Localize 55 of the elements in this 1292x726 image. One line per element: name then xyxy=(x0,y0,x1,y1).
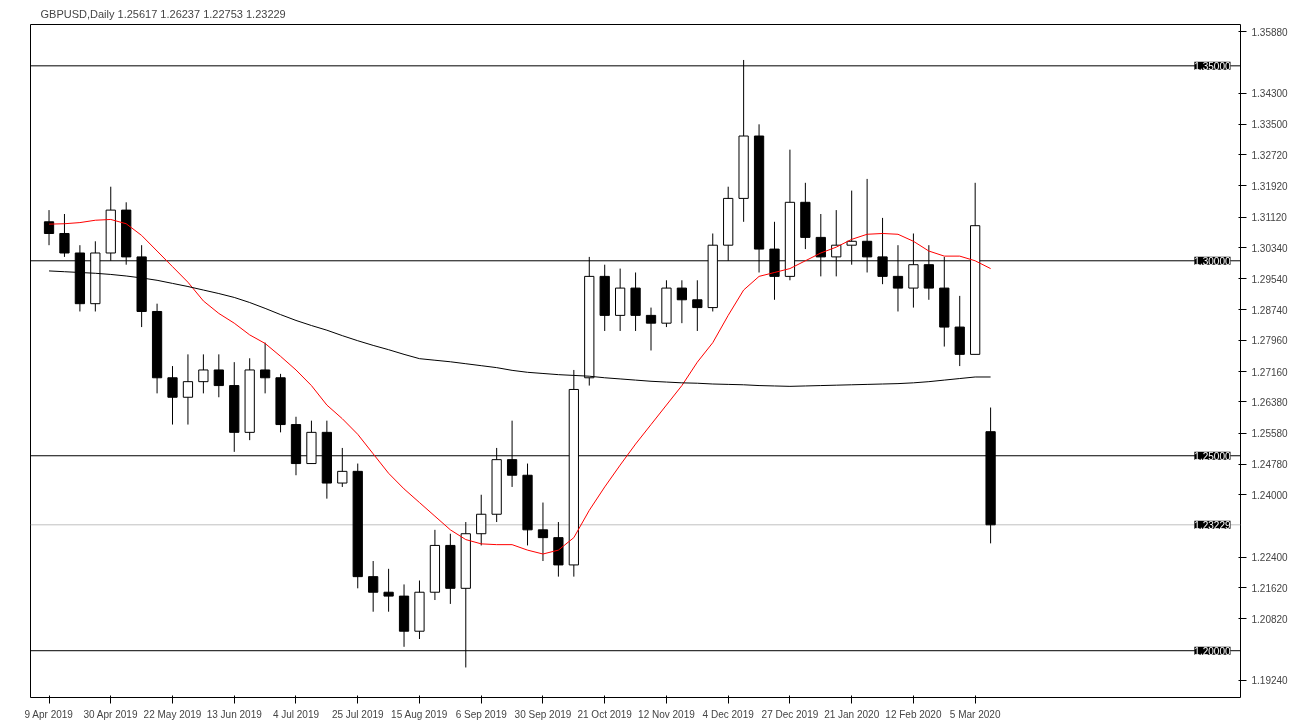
y-tick-label: 1.19240 xyxy=(1251,675,1289,687)
y-tick-label: 1.28740 xyxy=(1251,304,1289,316)
candlestick xyxy=(167,365,178,426)
y-tick-label: 1.35880 xyxy=(1251,26,1289,38)
y-tick-label: 1.22400 xyxy=(1251,552,1289,564)
y-tick-label: 1.31120 xyxy=(1251,212,1288,224)
y-tick-label: 1.21620 xyxy=(1251,582,1289,594)
x-tick-label: 27 Dec 2019 xyxy=(761,708,819,720)
x-tick-label: 12 Nov 2019 xyxy=(638,708,696,720)
candlestick xyxy=(43,209,55,246)
y-tick-label: 1.24000 xyxy=(1251,489,1289,501)
x-tick-label: 4 Jul 2019 xyxy=(272,708,320,720)
x-tick-label: 12 Feb 2020 xyxy=(885,708,942,720)
candlestick xyxy=(198,353,209,394)
candlestick xyxy=(645,307,657,351)
y-tick-label: 1.30340 xyxy=(1251,242,1289,254)
candlestick xyxy=(368,560,379,613)
candlestick xyxy=(476,494,487,546)
candlestick xyxy=(383,568,394,613)
x-tick-label: 4 Dec 2019 xyxy=(702,708,755,720)
candlestick xyxy=(213,353,224,398)
x-tick-label: 9 Apr 2019 xyxy=(24,708,74,720)
y-tick-label: 1.27160 xyxy=(1251,366,1289,378)
chart-title: GBPUSD,Daily 1.25617 1.26237 1.22753 1.23229 xyxy=(40,7,286,20)
candlestick xyxy=(259,342,271,394)
y-tick-label: 1.26380 xyxy=(1251,396,1289,408)
candlestick xyxy=(676,279,688,324)
ref-line-label: 1.35000 xyxy=(1194,60,1231,72)
x-tick-label: 25 Jul 2019 xyxy=(331,708,385,720)
y-tick-label: 1.25580 xyxy=(1251,428,1289,440)
x-tick-label: 21 Oct 2019 xyxy=(577,708,633,720)
x-tick-label: 30 Sep 2019 xyxy=(514,708,572,720)
ref-line-label: 1.20000 xyxy=(1194,645,1231,657)
y-tick-label: 1.29540 xyxy=(1251,273,1289,285)
x-tick-label: 15 Aug 2019 xyxy=(391,708,448,720)
y-tick-label: 1.20820 xyxy=(1251,613,1289,625)
x-tick-label: 6 Sep 2019 xyxy=(455,708,508,720)
candlestick xyxy=(537,502,549,562)
y-tick-label: 1.34300 xyxy=(1251,88,1289,100)
candlestick xyxy=(692,279,703,332)
candlestick xyxy=(59,213,70,258)
x-tick-label: 5 Mar 2020 xyxy=(949,708,1001,720)
ref-line-label: 1.25000 xyxy=(1194,450,1231,462)
ref-line-label: 1.23229 xyxy=(1194,519,1231,531)
y-tick-label: 1.31920 xyxy=(1251,180,1289,192)
x-tick-label: 21 Jan 2020 xyxy=(824,708,880,720)
x-tick-label: 22 May 2019 xyxy=(143,708,202,720)
x-tick-label: 13 Jun 2019 xyxy=(206,708,263,720)
x-tick-label: 30 Apr 2019 xyxy=(83,708,138,720)
y-tick-label: 1.32720 xyxy=(1251,149,1289,161)
y-tick-label: 1.27960 xyxy=(1251,335,1289,347)
ref-line-label: 1.30000 xyxy=(1194,255,1231,267)
y-tick-label: 1.24780 xyxy=(1251,459,1289,471)
y-tick-label: 1.33500 xyxy=(1251,119,1289,131)
candlestick xyxy=(182,353,194,426)
